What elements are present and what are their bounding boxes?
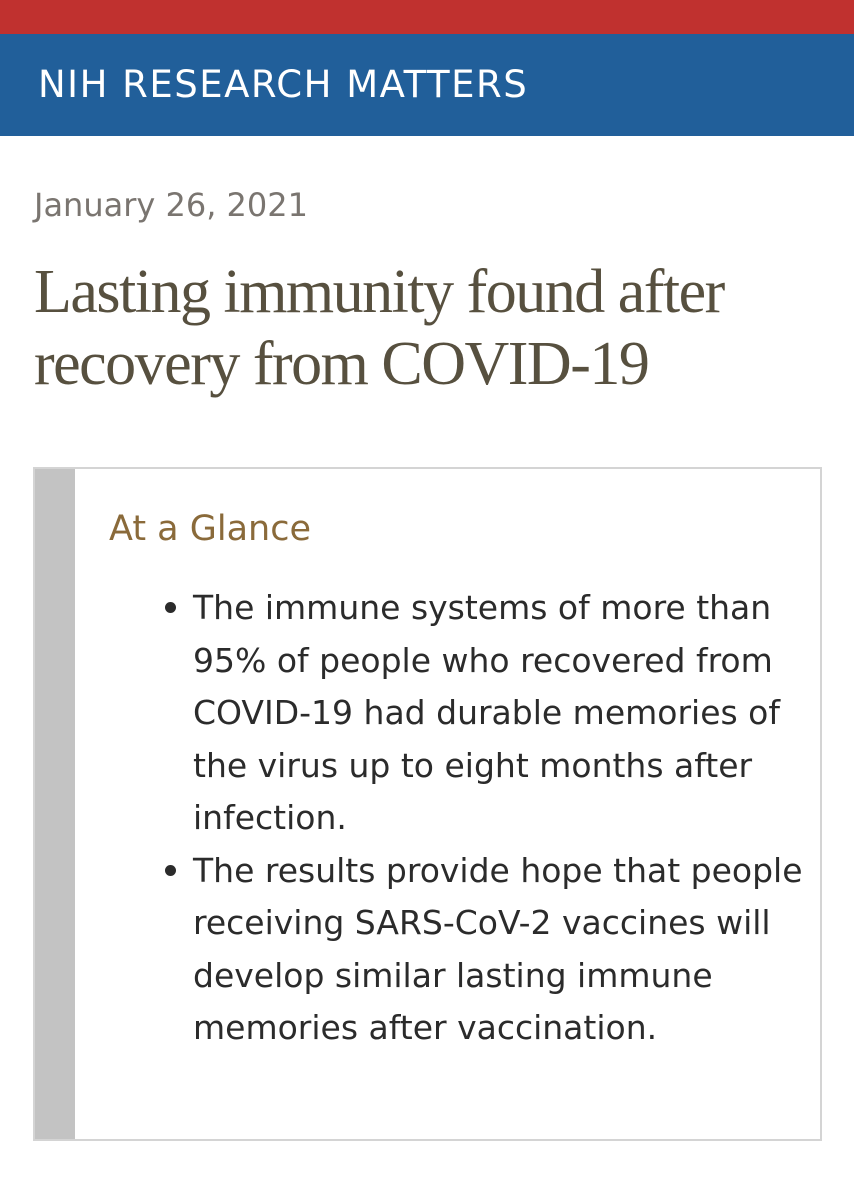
site-title[interactable]: NIH RESEARCH MATTERS — [38, 63, 529, 106]
glance-title: At a Glance — [109, 509, 312, 549]
top-color-stripe — [0, 0, 854, 34]
list-item: The results provide hope that people rec… — [161, 845, 811, 1055]
glance-list: The immune systems of more than 95% of p… — [161, 582, 811, 1055]
glance-side-bar — [35, 469, 75, 1139]
bullet-icon — [165, 602, 176, 613]
article-headline: Lasting immunity found after recovery fr… — [34, 258, 725, 398]
list-item-text: The immune systems of more than 95% of p… — [193, 588, 780, 837]
site-header: NIH RESEARCH MATTERS — [0, 34, 854, 136]
list-item: The immune systems of more than 95% of p… — [161, 582, 811, 845]
list-item-text: The results provide hope that people rec… — [193, 850, 803, 1048]
article-date: January 26, 2021 — [34, 186, 308, 224]
bullet-icon — [165, 864, 176, 876]
at-a-glance-box: At a Glance The immune systems of more t… — [33, 467, 822, 1141]
